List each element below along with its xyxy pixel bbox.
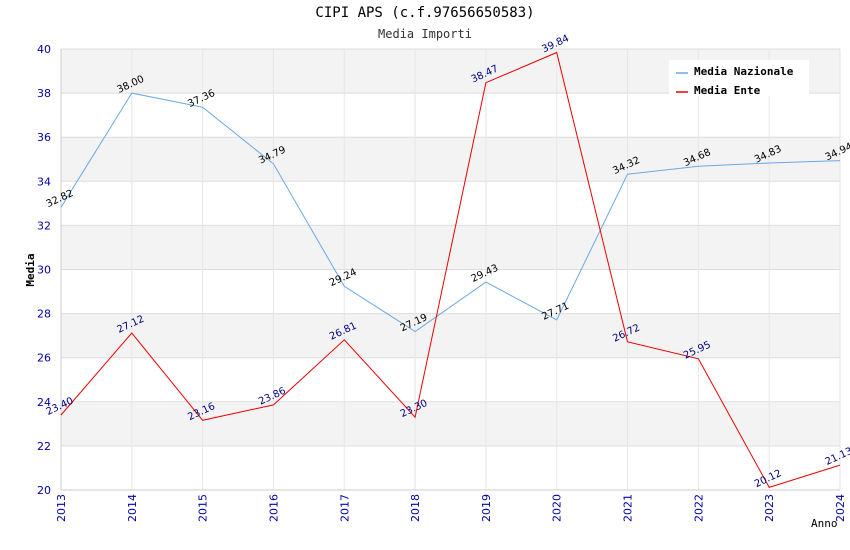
chart-subtitle: Media Importi (378, 27, 472, 41)
legend-label-ente: Media Ente (694, 84, 761, 97)
plot-band (61, 137, 840, 182)
plot-band (61, 401, 840, 446)
series-line-media-ente (60, 51, 841, 488)
plot-band (61, 357, 840, 402)
y-tick-label: 36 (37, 131, 51, 144)
x-tick-label: 2021 (622, 494, 635, 522)
y-axis-ticks: 20 22 24 26 28 30 32 34 36 38 40 (37, 43, 51, 497)
y-tick-label: 32 (37, 219, 51, 232)
x-tick-label: 2015 (197, 494, 210, 522)
x-tick-label: 2014 (126, 494, 139, 522)
series-lines (60, 51, 841, 488)
y-tick-label: 24 (37, 396, 51, 409)
plot-band (61, 313, 840, 358)
x-axis-label: Anno (811, 517, 838, 530)
plot-band (61, 445, 840, 490)
y-tick-label: 34 (37, 175, 51, 188)
gridlines (60, 48, 841, 491)
x-tick-label: 2018 (409, 494, 422, 522)
x-tick-label: 2017 (338, 494, 351, 522)
x-tick-label: 2019 (480, 494, 493, 522)
y-tick-label: 38 (37, 87, 51, 100)
plot-background (61, 49, 840, 490)
plot-band (61, 93, 840, 138)
plot-band (61, 225, 840, 270)
x-tick-label: 2013 (55, 494, 68, 522)
legend-label-nazionale: Media Nazionale (694, 65, 794, 78)
plot-band (61, 181, 840, 226)
x-tick-label: 2016 (267, 494, 280, 522)
chart-title: CIPI APS (c.f.97656650583) (315, 5, 535, 21)
x-tick-label: 2023 (763, 494, 776, 522)
y-tick-label: 20 (37, 484, 51, 497)
y-tick-label: 26 (37, 352, 51, 365)
legend: Media Nazionale Media Ente (669, 60, 809, 97)
legend-box (669, 60, 809, 96)
x-tick-label: 2020 (551, 494, 564, 522)
y-axis-label: Media (24, 253, 37, 286)
y-tick-label: 30 (37, 264, 51, 277)
x-tick-label: 2022 (692, 494, 705, 522)
series-line-media-nazionale (60, 92, 841, 333)
x-axis-ticks: 2013 2014 2015 2016 2017 2018 2019 2020 2021 2022… (55, 494, 847, 522)
y-tick-label: 22 (37, 440, 51, 453)
y-tick-label: 28 (37, 308, 51, 321)
x-tick-label: 2024 (834, 494, 847, 522)
y-tick-label: 40 (37, 43, 51, 56)
